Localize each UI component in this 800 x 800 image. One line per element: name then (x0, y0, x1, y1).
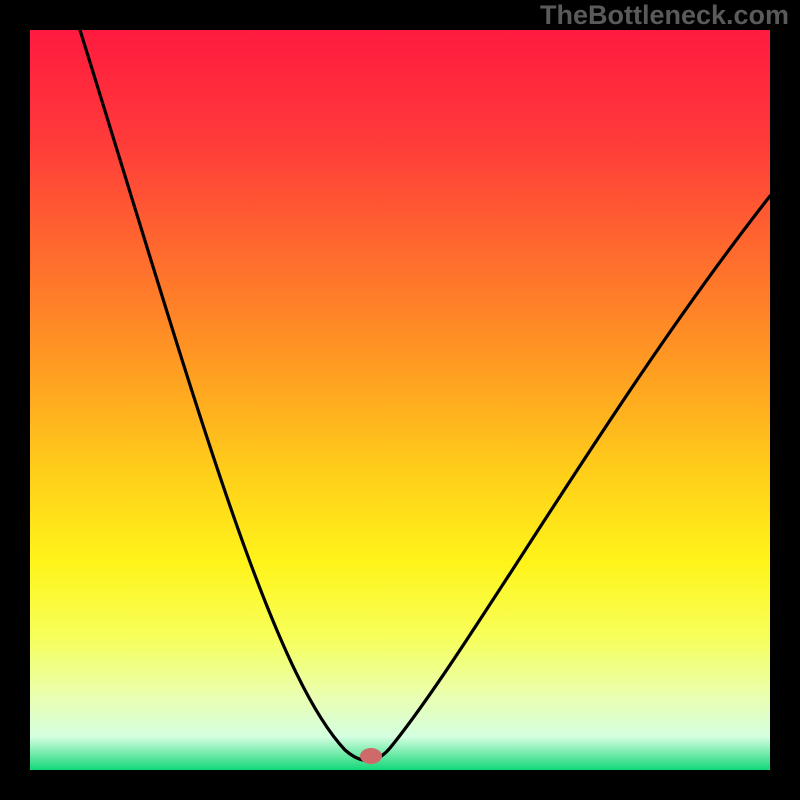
min-marker (360, 748, 382, 764)
bottleneck-curve (30, 30, 770, 770)
frame-left (0, 0, 30, 800)
watermark-text: TheBottleneck.com (540, 0, 789, 31)
frame-right (770, 0, 800, 800)
plot-area (30, 30, 770, 770)
frame-bottom (0, 770, 800, 800)
